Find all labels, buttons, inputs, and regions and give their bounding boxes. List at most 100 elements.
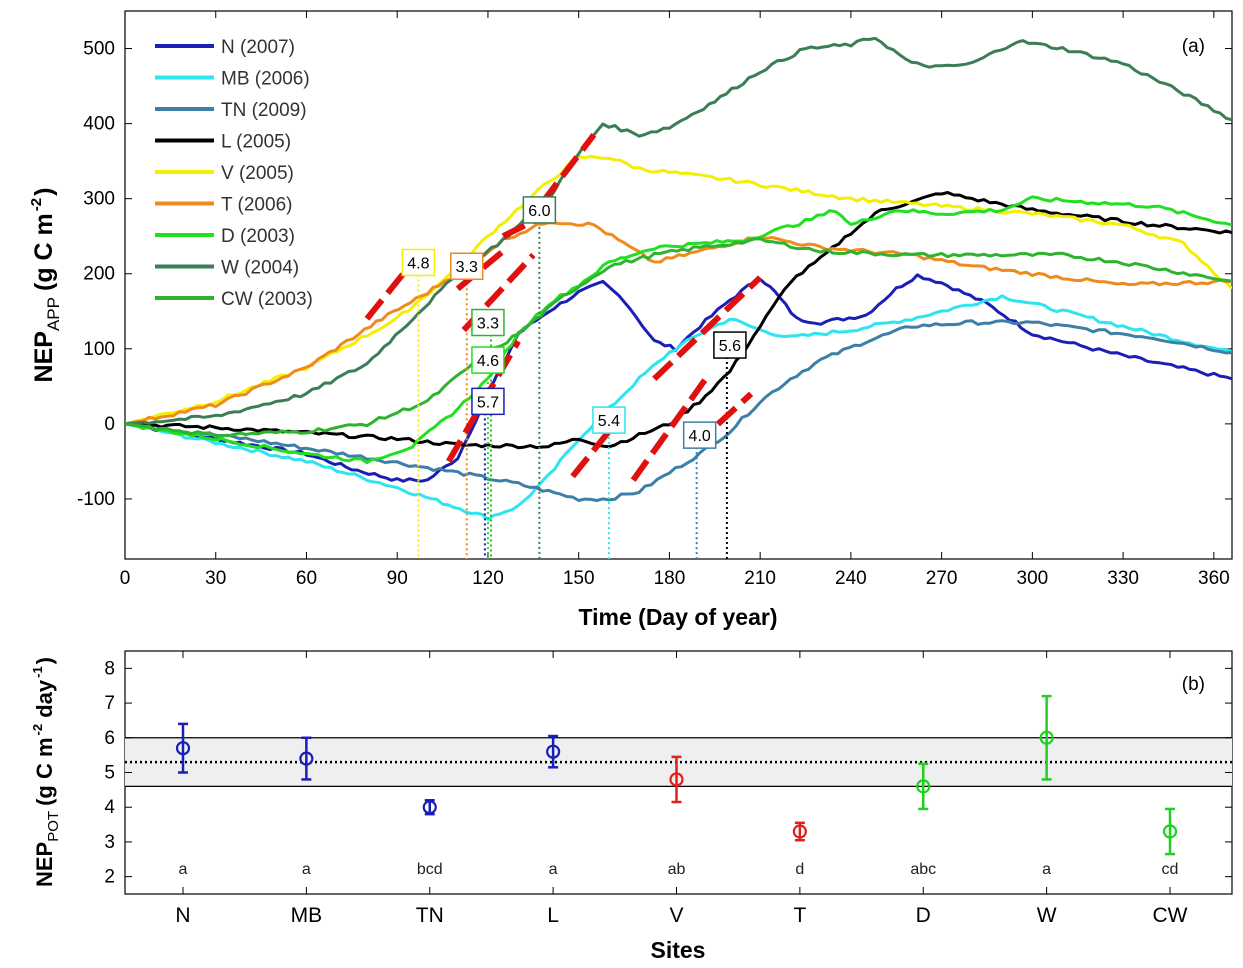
- legend-entry: W (2004): [221, 258, 299, 279]
- panel-b-range-band: [125, 737, 1232, 788]
- annotation-box: 6.0: [522, 196, 557, 224]
- panel-b-y-label-main: NEP: [32, 842, 57, 887]
- group-letter: abc: [910, 861, 936, 878]
- panel-b-y-label-close: ): [32, 657, 57, 664]
- site-point: [422, 799, 437, 816]
- site-label: T: [793, 904, 806, 927]
- panel-b-label: (b): [1182, 674, 1205, 695]
- annotation-value: 5.6: [719, 338, 741, 355]
- panel-b-y-label-exp1: -2: [30, 724, 45, 736]
- annotation-box: 4.0: [682, 421, 717, 449]
- group-letter: a: [549, 861, 558, 878]
- panel-b-y-label-mid: day: [32, 679, 57, 724]
- y-tick-label: 5: [104, 763, 115, 784]
- y-tick-label: 300: [83, 189, 115, 210]
- panel-a-x-ticks: 0 30 60 90 120 150 180 210 240 270 300 330 360: [120, 11, 1230, 589]
- x-tick-label: 180: [654, 568, 686, 589]
- annotation-box: 3.3: [450, 252, 484, 280]
- site-point: [1039, 694, 1054, 781]
- legend-entry: MB (2006): [221, 69, 310, 90]
- annotation-value: 3.3: [456, 259, 478, 276]
- y-tick-label: 500: [83, 39, 115, 60]
- fit-segment: [364, 260, 415, 321]
- annotation-box: 3.3: [471, 308, 505, 337]
- mean-marker: [422, 800, 437, 815]
- panel-b-points: [175, 694, 1178, 856]
- x-tick-label: 210: [744, 568, 776, 589]
- y-tick-label: 100: [83, 339, 115, 360]
- mean-marker: [792, 824, 807, 839]
- legend-entry: CW (2003): [221, 289, 313, 310]
- x-tick-label: 120: [472, 568, 504, 589]
- legend-entry: D (2003): [221, 226, 295, 247]
- panel-b-x-axis-label: Sites: [651, 937, 706, 963]
- panel-a-y-label-sub: APP: [44, 297, 63, 331]
- group-letter: bcd: [417, 861, 443, 878]
- panel-b-y-label-exp2: -1: [30, 666, 45, 678]
- x-tick-label: 360: [1198, 568, 1230, 589]
- annotation-box: 5.7: [471, 387, 505, 416]
- site-point: [1162, 807, 1178, 856]
- site-label: V: [669, 904, 683, 927]
- site-point: [175, 722, 191, 774]
- x-tick-label: 150: [563, 568, 595, 589]
- panel-b-y-axis-label: NEPPOT (g C m-2 day-1): [30, 657, 62, 887]
- x-tick-label: 330: [1107, 568, 1139, 589]
- y-tick-label: 8: [104, 658, 115, 679]
- annotation-value: 4.8: [407, 255, 429, 272]
- x-tick-label: 90: [387, 568, 408, 589]
- panel-a: 0 30 60 90 120 150 180 210 240 270 300 330 360 -1000…: [28, 10, 1233, 630]
- site-label: N: [175, 904, 190, 927]
- site-label: D: [916, 904, 931, 927]
- annotation-value: 3.3: [477, 316, 499, 333]
- panel-b: 2 3 4 5 6 7 8 N MB TN L V T D W CW a a bcd a ab d abc a cd (b)…: [30, 650, 1233, 963]
- annotation-frame: [471, 346, 505, 374]
- group-letter: a: [302, 861, 311, 878]
- panel-a-y-axis-label: NEPAPP (g C m -2): [28, 188, 63, 383]
- site-label: CW: [1153, 904, 1188, 927]
- site-label: L: [547, 904, 559, 927]
- group-letter: a: [1042, 861, 1051, 878]
- panel-a-legend: N (2007) MB (2006) TN (2009) L (2005) V (200…: [140, 30, 340, 320]
- annotation-frame: [682, 421, 717, 449]
- panel-b-y-ticks: 2 3 4 5 6 7 8: [104, 658, 1232, 888]
- y-tick-label: -100: [77, 489, 115, 510]
- x-tick-label: 60: [296, 568, 317, 589]
- panel-a-y-label-main: NEP: [30, 331, 58, 382]
- panel-b-y-label-unit: (g C m: [32, 737, 57, 805]
- fit-segment: [455, 248, 505, 292]
- group-letter: cd: [1162, 861, 1179, 878]
- panel-b-x-ticks: N MB TN L V T D W CW: [175, 651, 1188, 927]
- site-point: [916, 762, 931, 811]
- panel-a-series-group: [125, 36, 1232, 559]
- annotation-box: 4.6: [471, 346, 505, 374]
- annotation-frame: [522, 196, 557, 224]
- panel-a-series: [125, 36, 1232, 521]
- panel-a-y-label-unit: (g C m: [30, 213, 58, 291]
- group-letter: a: [179, 861, 188, 878]
- y-tick-label: 3: [104, 832, 115, 853]
- x-tick-label: 270: [926, 568, 958, 589]
- panel-a-y-ticks: -100 0 100 200 300 400 500: [77, 39, 1232, 510]
- annotation-box: 4.8: [401, 248, 436, 277]
- fit-segment: [630, 377, 709, 482]
- y-tick-label: 0: [104, 414, 115, 435]
- annotation-frame: [471, 308, 505, 337]
- mean-marker: [1039, 730, 1054, 745]
- y-tick-label: 7: [104, 693, 115, 714]
- annotation-value: 5.7: [477, 394, 499, 411]
- series-line: [125, 36, 1232, 426]
- series-line: [125, 221, 1232, 426]
- legend-entry: N (2007): [221, 37, 295, 58]
- x-tick-label: 30: [205, 568, 226, 589]
- legend-entry: T (2006): [221, 195, 292, 216]
- mean-marker: [1162, 824, 1178, 839]
- x-tick-label: 300: [1017, 568, 1049, 589]
- fit-segment: [540, 133, 597, 205]
- panel-a-y-label-close: ): [30, 188, 58, 196]
- annotation-box: 5.6: [713, 331, 747, 359]
- series-line: [125, 237, 1232, 439]
- panel-a-x-axis-label: Time (Day of year): [579, 604, 778, 630]
- panel-a-y-label-exp: -2: [28, 198, 45, 211]
- annotation-value: 4.6: [477, 353, 499, 370]
